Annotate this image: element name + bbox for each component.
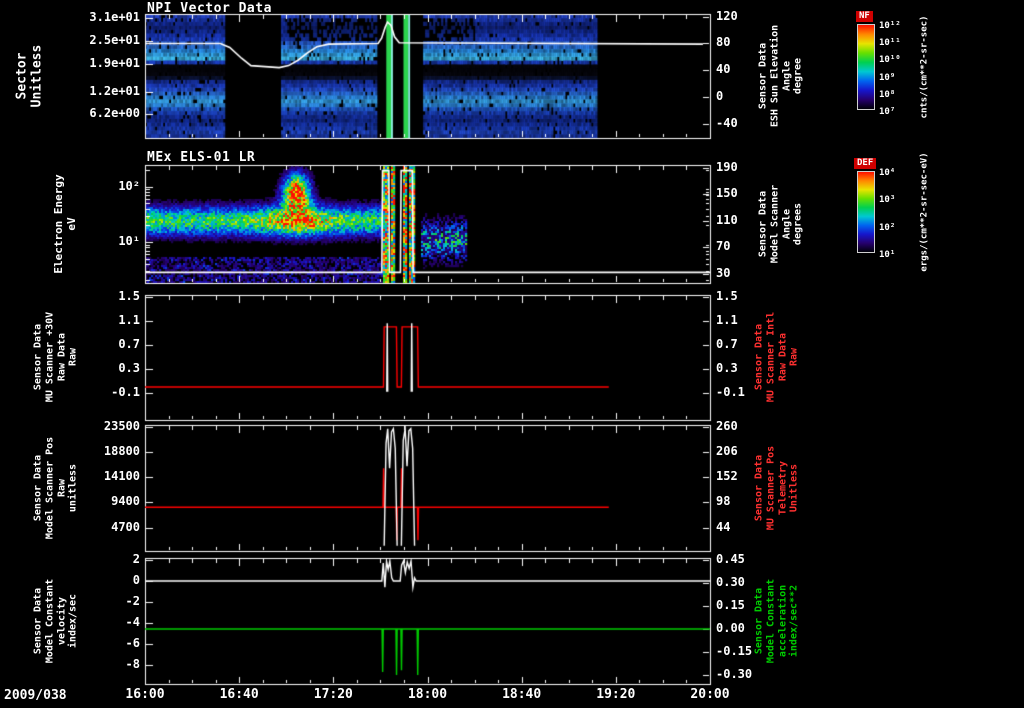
panel3-right-tick-label: 0.7 <box>716 336 738 351</box>
colorbar-nf-tag: NF <box>856 11 873 22</box>
panel4-right-tick-label: 206 <box>716 444 738 459</box>
panel3-right-axis-label: Sensor Data MU Scanner Intl Raw Data Raw <box>753 311 800 403</box>
colorbar-nf-tick-label: 10¹¹ <box>879 38 901 49</box>
panel2-left-tick-label: 10¹ <box>118 233 140 248</box>
panel3-left-tick-label: 1.1 <box>118 312 140 327</box>
colorbar-nf-unit-label: cnts/(cm**2-sr-sec) <box>919 15 930 119</box>
panel2-right-tick-label: 70 <box>716 239 731 254</box>
x-axis-tick-label: 16:40 <box>219 687 259 702</box>
x-axis-tick-label: 19:20 <box>596 687 636 702</box>
panel3-left-tick-label: 1.5 <box>118 288 140 303</box>
colorbar-def-tick-label: 10² <box>879 222 896 233</box>
panel5-right-axis-label: Sensor Data Model Constant acceleration … <box>753 578 800 664</box>
panel4-right-axis-label: Sensor Data MU Scanner Pos Telemetry Uni… <box>753 445 800 531</box>
panel4-left-tick-label: 18800 <box>103 444 140 459</box>
x-axis-tick-label: 16:00 <box>125 687 165 702</box>
panel4-right-tick-label: 152 <box>716 469 738 484</box>
panel4-left-tick-label: 4700 <box>111 519 140 534</box>
x-axis-tick-label: 20:00 <box>690 687 730 702</box>
panel3-right-tick-label: 0.3 <box>716 360 738 375</box>
colorbar-def-unit-label: ergs/(cm**2-sr-sec-eV) <box>919 152 930 272</box>
x-axis-tick-label: 17:20 <box>313 687 353 702</box>
panel2-right-tick-label: 110 <box>716 212 738 227</box>
panel2-right-tick-label: 30 <box>716 265 731 280</box>
colorbar-def-tag: DEF <box>854 158 877 169</box>
panel4-left-tick-label: 23500 <box>103 419 140 434</box>
colorbar-def-tick-label: 10³ <box>879 195 896 206</box>
panel1-left-tick-label: 1.2e+01 <box>89 83 140 98</box>
panel5-right-tick-label: 0.30 <box>716 574 745 589</box>
colorbar-nf-tick-label: 10⁸ <box>879 89 896 100</box>
panel1-left-axis-label: Sector Unitless <box>14 44 45 108</box>
colorbar-nf-tick-label: 10⁷ <box>879 107 896 117</box>
colorbar-def <box>857 171 875 253</box>
panel5-left-tick-label: -6 <box>125 635 140 650</box>
panel5-right-tick-label: 0.45 <box>716 551 745 566</box>
panel1-right-tick-label: 120 <box>716 8 738 23</box>
panel5-left-tick-label: 2 <box>132 551 140 566</box>
panel1-left-tick-label: 6.2e+00 <box>89 105 140 120</box>
panel5-left-tick-label: -4 <box>125 614 140 629</box>
panel1-title: NPI Vector Data <box>147 1 272 16</box>
colorbar-nf-tick-label: 10¹⁰ <box>879 55 901 66</box>
panel3-right-tick-label: -0.1 <box>716 384 745 399</box>
date-label: 2009/038 <box>4 688 67 703</box>
panel5-left-tick-label: 0 <box>132 572 140 587</box>
panel5-left-tick-label: -8 <box>125 656 140 671</box>
panel1-left-tick-label: 1.9e+01 <box>89 56 140 71</box>
panel1-right-tick-label: 0 <box>716 89 724 104</box>
x-axis-tick-label: 18:00 <box>407 687 448 702</box>
panel1-right-tick-label: -40 <box>716 115 738 130</box>
panel2-right-axis-label: Sensor Data Model Scanner Angle degrees <box>757 184 804 264</box>
panel3-right-tick-label: 1.5 <box>716 288 738 303</box>
panel1-right-tick-label: 80 <box>716 35 731 50</box>
colorbar-nf-tick-label: 10¹² <box>879 21 901 31</box>
panel4-right-tick-label: 260 <box>716 419 738 433</box>
panel2-right-tick-label: 150 <box>716 186 738 201</box>
panel1-right-axis-label: Sensor Data ESH Sun Elevation Angle degr… <box>757 24 804 128</box>
panel5-right-tick-label: 0.15 <box>716 597 745 612</box>
colorbar-def-tick-label: 10¹ <box>879 250 896 260</box>
panel4-right-tick-label: 44 <box>716 519 731 534</box>
colorbar-nf-tick-label: 10⁹ <box>879 72 896 83</box>
panel3-left-tick-label: -0.1 <box>111 384 140 399</box>
panel4-left-tick-label: 9400 <box>111 494 140 509</box>
panel3-left-tick-label: 0.7 <box>118 336 140 351</box>
panel1-right-tick-label: 40 <box>716 62 731 77</box>
panel2-left-tick-label: 10² <box>118 178 140 193</box>
x-axis-tick-label: 18:40 <box>502 687 542 702</box>
panel2-title: MEx ELS-01 LR <box>147 150 256 165</box>
panel5-right-tick-label: -0.15 <box>716 643 753 658</box>
panel3-right-tick-label: 1.1 <box>716 312 738 327</box>
panel5-right-tick-label: -0.30 <box>716 666 753 681</box>
panel2-right-tick-label: 190 <box>716 159 738 174</box>
panel3-left-tick-label: 0.3 <box>118 360 140 375</box>
panel4-left-tick-label: 14100 <box>103 469 140 484</box>
panel5-left-tick-label: -2 <box>125 593 140 608</box>
panel4-right-tick-label: 98 <box>716 494 731 509</box>
panel1-left-tick-label: 3.1e+01 <box>89 9 140 24</box>
colorbar-nf <box>857 24 875 110</box>
colorbar-def-tick-label: 10⁴ <box>879 168 896 178</box>
panel1-left-tick-label: 2.5e+01 <box>89 33 140 48</box>
panel5-right-tick-label: 0.00 <box>716 620 745 635</box>
